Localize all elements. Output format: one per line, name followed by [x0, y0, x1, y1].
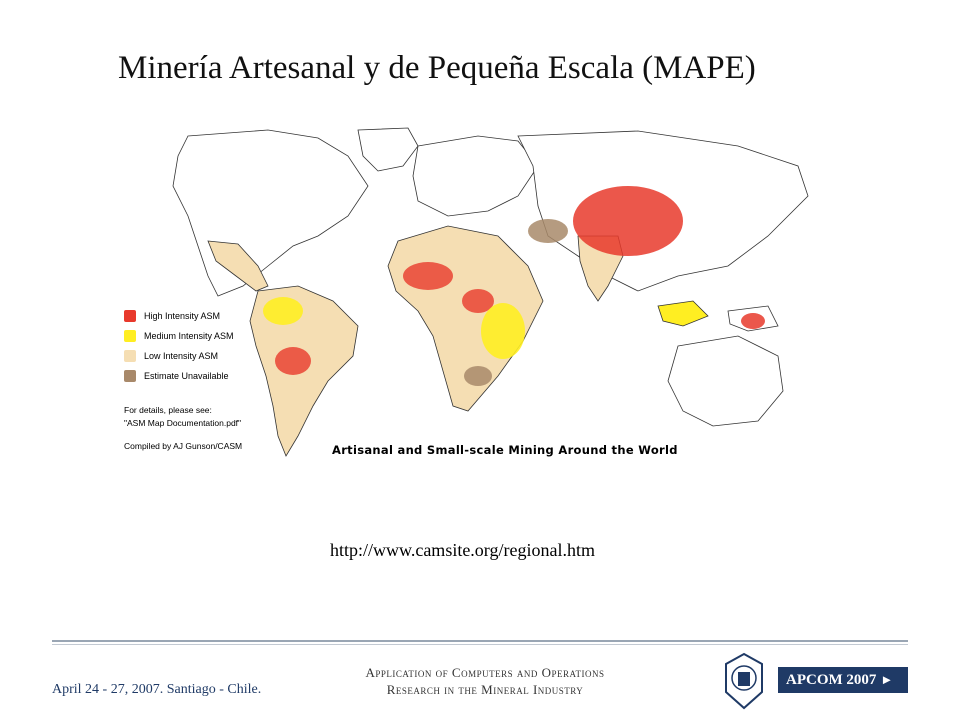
europe-landmass: [412, 135, 539, 217]
notes-compiled-by: Compiled by AJ Gunson/CASM: [124, 441, 243, 451]
world-map: [172, 127, 809, 457]
conference-line-2: Research in the Mineral Industry: [386, 682, 584, 697]
east-africa-medium-intensity-area: [481, 303, 525, 359]
central-africa-high-intensity-area: [462, 289, 494, 313]
source-url[interactable]: http://www.camsite.org/regional.htm: [330, 540, 595, 560]
apcom-logo: APCOM 2007 ►: [778, 667, 908, 693]
footer-date-location: April 24 - 27, 2007. Santiago - Chile.: [52, 682, 262, 697]
legend-swatch-low: [124, 350, 136, 362]
colombia-medium-intensity-area: [263, 297, 303, 325]
arrow-right-icon: ►: [880, 672, 894, 687]
greenland-landmass: [357, 127, 419, 172]
west-africa-high-intensity-area: [403, 262, 453, 290]
central-america-landmass: [207, 240, 269, 292]
legend-swatch-medium: [124, 330, 136, 342]
footer-divider: [52, 640, 908, 642]
legend-label-low: Low Intensity ASM: [144, 351, 219, 361]
legend-swatch-high: [124, 310, 136, 322]
south-america-high-intensity-area: [275, 347, 311, 375]
legend-label-unavailable: Estimate Unavailable: [144, 371, 229, 381]
slide-title: Minería Artesanal y de Pequeña Escala (M…: [118, 50, 756, 86]
apcom-emblem-icon: [725, 652, 763, 710]
north-america-landmass: [172, 129, 369, 297]
southeast-asia-islands: [657, 300, 709, 327]
australia-landmass: [667, 335, 784, 427]
conference-line-1: Application of Computers and Operations: [365, 665, 605, 680]
legend-label-high: High Intensity ASM: [144, 311, 221, 321]
notes-line-1: For details, please see:: [124, 405, 212, 415]
china-high-intensity-area: [573, 186, 683, 256]
legend-item-high: High Intensity ASM: [124, 306, 234, 326]
legend-item-low: Low Intensity ASM: [124, 346, 234, 366]
map-notes: For details, please see: "ASM Map Docume…: [124, 404, 242, 453]
legend-item-unavailable: Estimate Unavailable: [124, 366, 234, 386]
map-caption: Artisanal and Small-scale Mining Around …: [332, 443, 678, 457]
map-legend: High Intensity ASM Medium Intensity ASM …: [124, 306, 234, 386]
new-guinea-high-intensity-area: [741, 313, 765, 329]
legend-item-medium: Medium Intensity ASM: [124, 326, 234, 346]
footer-conference-name: Application of Computers and Operations …: [345, 664, 625, 698]
footer-divider-thin: [52, 644, 908, 645]
legend-swatch-unavailable: [124, 370, 136, 382]
middle-east-unavailable-area: [528, 219, 568, 243]
logo-text: APCOM 2007: [786, 671, 877, 688]
notes-line-2: "ASM Map Documentation.pdf": [124, 418, 242, 428]
legend-label-medium: Medium Intensity ASM: [144, 331, 234, 341]
southern-africa-unavailable-area: [464, 366, 492, 386]
